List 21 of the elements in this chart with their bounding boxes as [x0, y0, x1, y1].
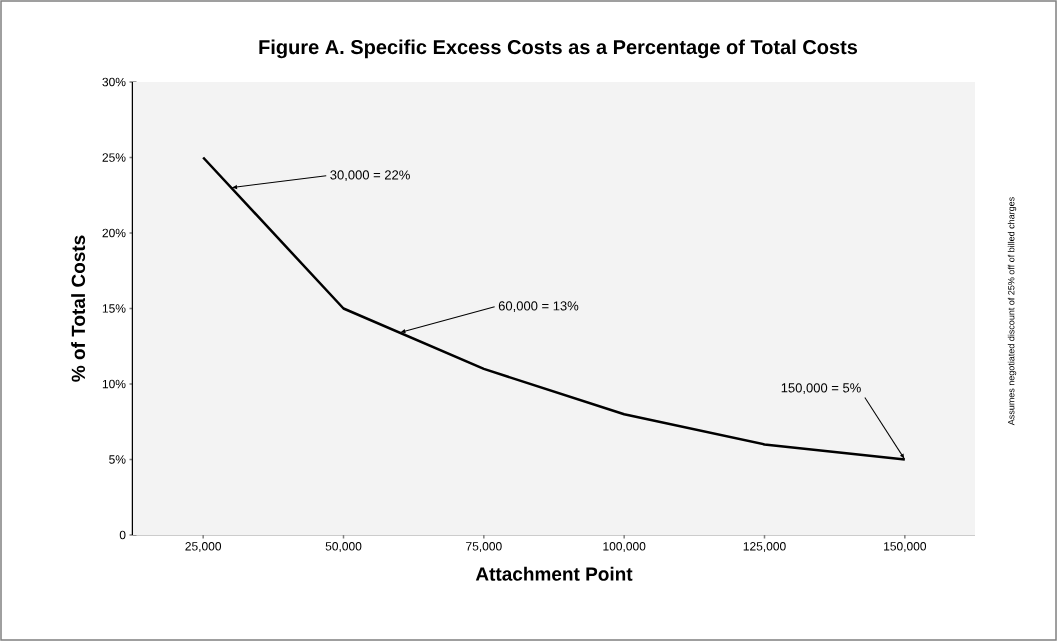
chart-title: Figure A. Specific Excess Costs as a Percentage of Total Costs: [259, 39, 858, 59]
y-tick-label: 10%: [102, 379, 126, 389]
y-tick-label: 0: [119, 530, 126, 540]
y-tick-label: 30%: [102, 77, 126, 87]
annotation: 150,000 = 5%: [781, 383, 861, 394]
x-tick-label: 75,000: [466, 542, 502, 552]
annotation: 30,000 = 22%: [330, 170, 410, 182]
x-tick-label: 50,000: [325, 542, 362, 552]
x-tick-label: 150,000: [884, 542, 927, 552]
y-tick-label: 5%: [109, 455, 126, 464]
x-tick-label: 100,000: [603, 542, 646, 552]
y-tick-label: 15%: [102, 304, 126, 313]
text: Assumes negotiated discount of 25% off of billed charges: [1007, 197, 1017, 426]
x-tick-label: 25,000: [185, 542, 222, 552]
annotation: 60,000 = 13%: [498, 301, 579, 313]
y-tick-label: 25%: [102, 153, 126, 162]
x-axis-title: Attachment Point: [475, 566, 633, 581]
line-series: [201, 156, 907, 461]
x-tick-label: 125,000: [743, 542, 786, 552]
y-tick-label: 20%: [102, 228, 126, 238]
y-axis-title: % of Total Costs: [71, 235, 86, 382]
